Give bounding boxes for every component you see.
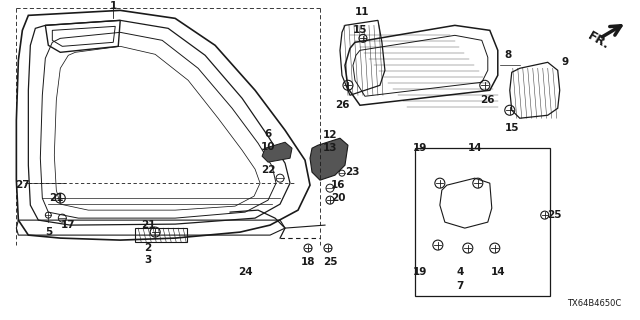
Text: 25: 25 bbox=[547, 210, 562, 220]
Text: 5: 5 bbox=[45, 227, 52, 237]
Text: 26: 26 bbox=[481, 95, 495, 105]
Text: 12: 12 bbox=[323, 130, 337, 140]
Text: 9: 9 bbox=[561, 57, 568, 67]
Bar bbox=[135, 228, 187, 242]
Text: 6: 6 bbox=[264, 129, 272, 139]
Text: 26: 26 bbox=[335, 100, 349, 110]
Polygon shape bbox=[310, 138, 348, 180]
Text: 23: 23 bbox=[345, 167, 359, 177]
Text: 16: 16 bbox=[331, 180, 345, 190]
Text: 21: 21 bbox=[49, 193, 63, 203]
Text: 2: 2 bbox=[145, 243, 152, 253]
Text: 19: 19 bbox=[413, 143, 427, 153]
Text: 4: 4 bbox=[456, 267, 463, 277]
Text: 14: 14 bbox=[467, 143, 482, 153]
Bar bbox=[415, 148, 550, 296]
Text: 25: 25 bbox=[323, 257, 337, 267]
Text: 17: 17 bbox=[61, 220, 76, 230]
Text: FR.: FR. bbox=[586, 29, 612, 52]
Text: 10: 10 bbox=[261, 142, 275, 152]
Text: TX64B4650C: TX64B4650C bbox=[568, 299, 621, 308]
Text: 20: 20 bbox=[331, 193, 345, 203]
Text: 1: 1 bbox=[109, 1, 117, 12]
Text: 21: 21 bbox=[141, 220, 156, 230]
Text: 13: 13 bbox=[323, 143, 337, 153]
Text: 22: 22 bbox=[261, 165, 275, 175]
Text: 14: 14 bbox=[490, 267, 505, 277]
Text: 19: 19 bbox=[413, 267, 427, 277]
Text: 8: 8 bbox=[504, 50, 511, 60]
Text: 7: 7 bbox=[456, 281, 463, 291]
Text: 18: 18 bbox=[301, 257, 316, 267]
Text: 15: 15 bbox=[353, 25, 367, 35]
Polygon shape bbox=[262, 142, 292, 162]
Text: 3: 3 bbox=[145, 255, 152, 265]
Text: 15: 15 bbox=[504, 123, 519, 133]
Text: 27: 27 bbox=[15, 180, 29, 190]
Text: 24: 24 bbox=[238, 267, 252, 277]
Text: 11: 11 bbox=[355, 7, 369, 17]
